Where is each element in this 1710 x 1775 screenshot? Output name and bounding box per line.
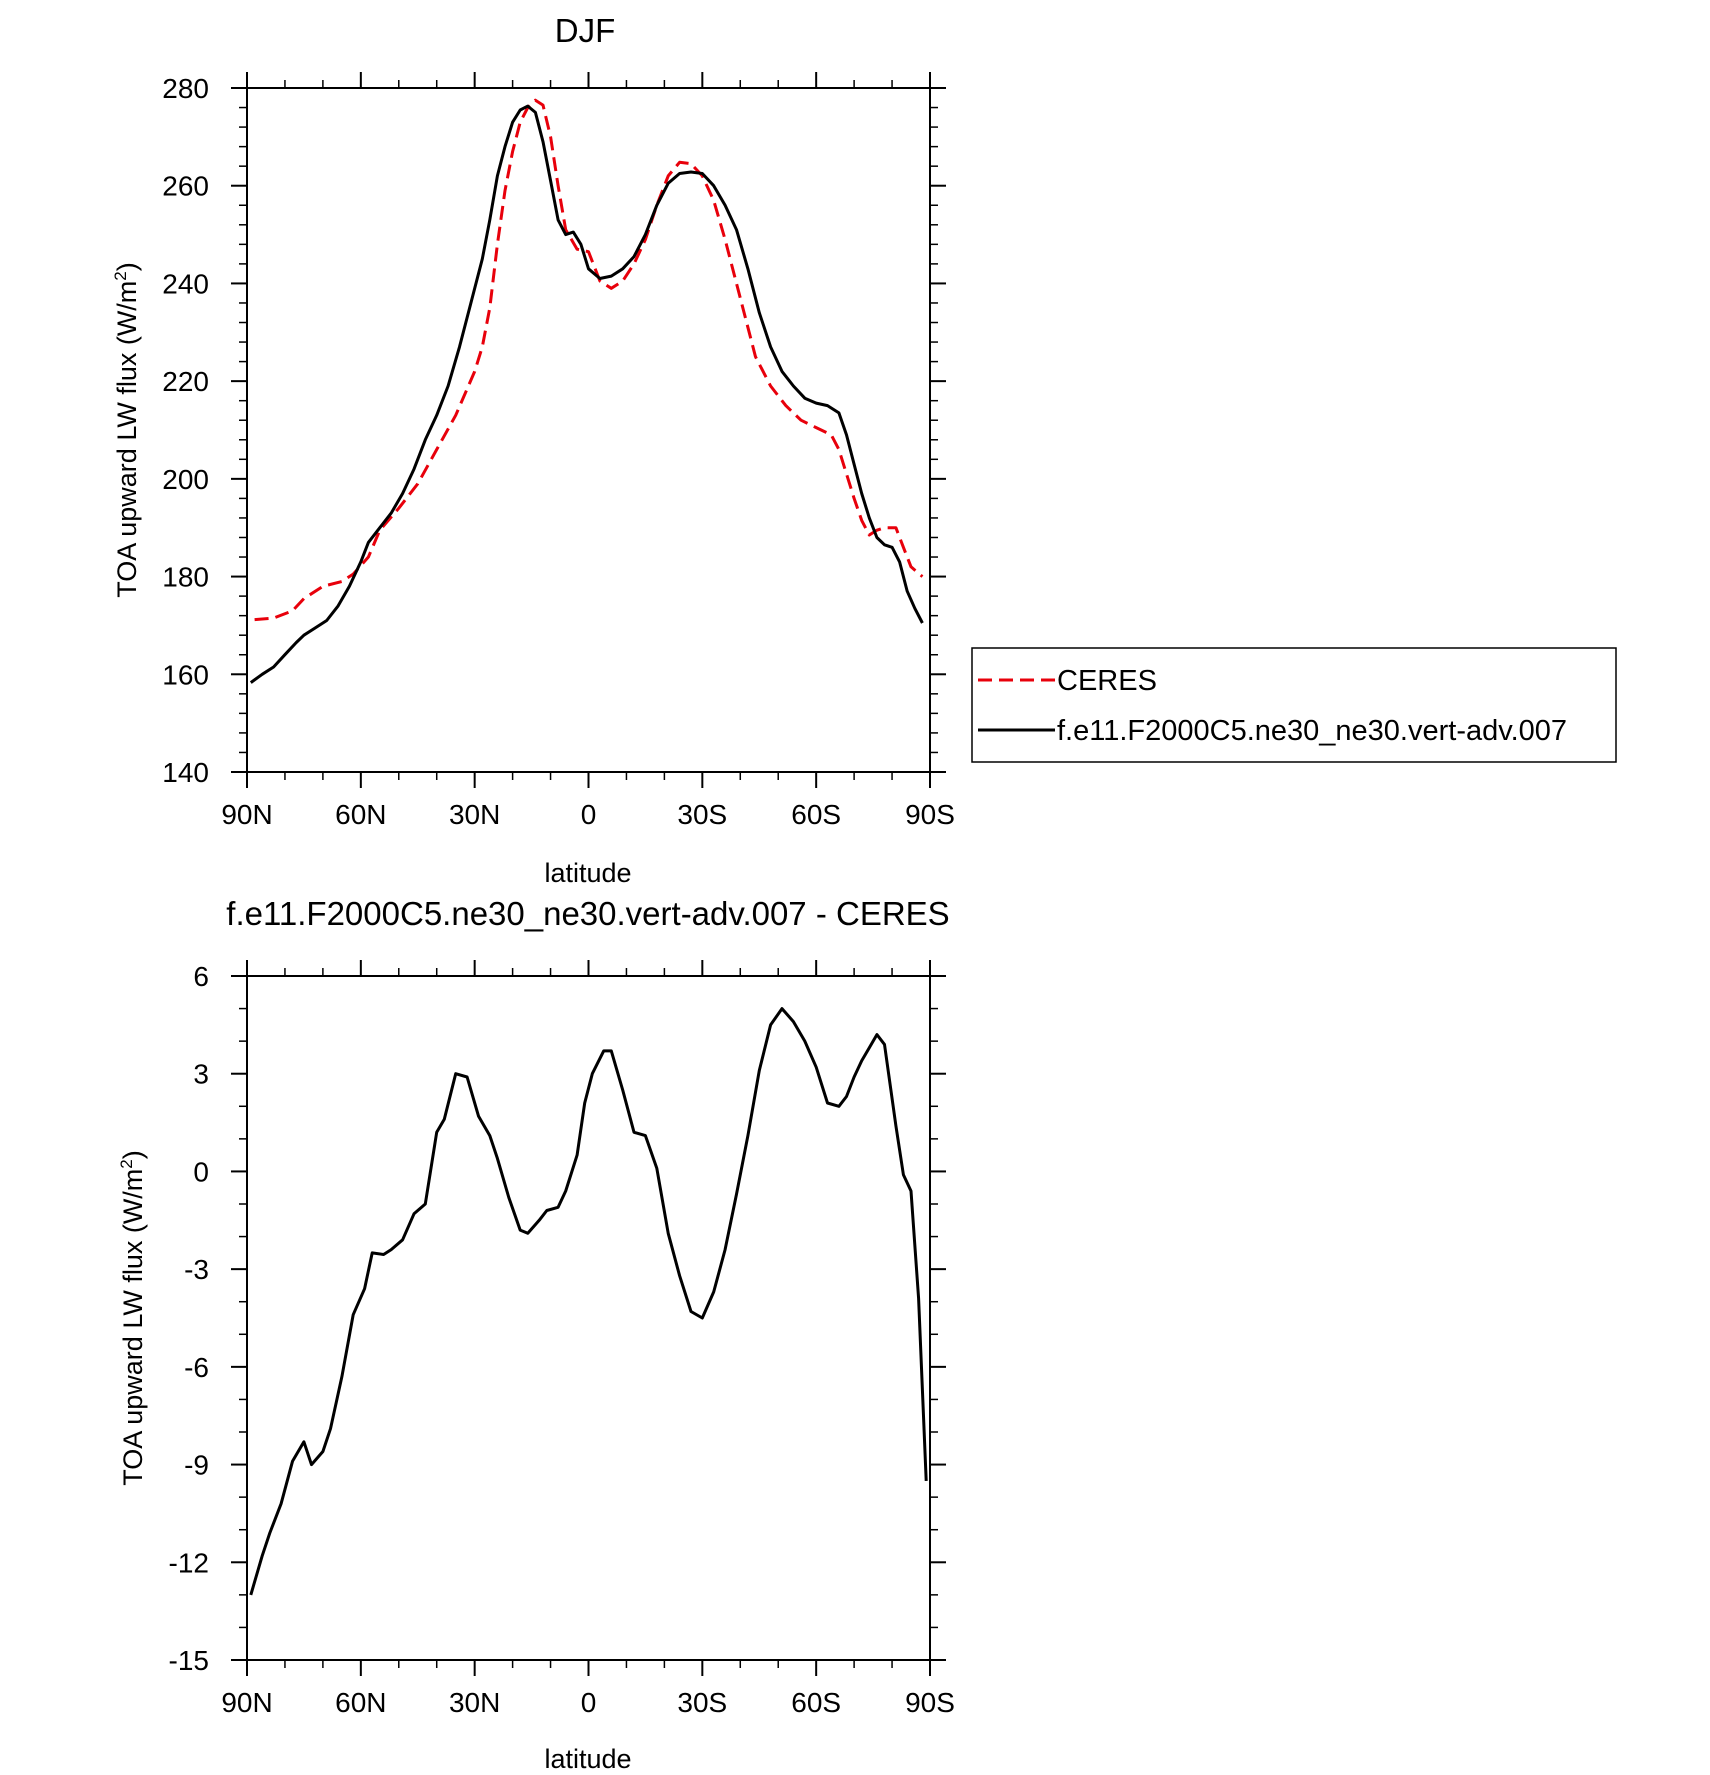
- chart-title: DJF: [555, 12, 616, 49]
- legend-box: [971, 647, 1617, 763]
- x-tick-label: 60S: [791, 799, 841, 830]
- y-tick-label: -6: [184, 1352, 209, 1383]
- tick-marks: [231, 960, 946, 1676]
- y-axis-label-superscript: 2: [111, 271, 130, 280]
- y-axis-label: TOA upward LW flux (W/m2): [111, 262, 142, 598]
- y-tick-label: 200: [162, 464, 209, 495]
- chart-bottom: f.e11.F2000C5.ne30_ne30.vert-adv.007 - C…: [117, 895, 955, 1774]
- series-line-f-e11-f2000c5-ne30-ne30-vert-adv-007: [249, 104, 924, 684]
- y-tick-label: 6: [193, 961, 209, 992]
- legend: CERES f.e11.F2000C5.ne30_ne30.vert-adv.0…: [971, 647, 1617, 763]
- y-tick-label: 3: [193, 1059, 209, 1090]
- x-tick-label: 30N: [449, 799, 500, 830]
- plot-frame: [246, 87, 931, 773]
- series-line-difference: [249, 1007, 928, 1596]
- x-tick-label: 90N: [221, 799, 272, 830]
- y-axis-label: TOA upward LW flux (W/m2): [117, 1150, 148, 1486]
- y-tick-label: 180: [162, 562, 209, 593]
- y-tick-label: 0: [193, 1156, 209, 1187]
- y-tick-label: -9: [184, 1450, 209, 1481]
- x-axis-label: latitude: [544, 1744, 631, 1774]
- tick-marks: [231, 72, 946, 788]
- y-tick-label: 220: [162, 366, 209, 397]
- y-axis-label-main: TOA upward LW flux (W/m: [118, 1169, 148, 1486]
- chart-title: f.e11.F2000C5.ne30_ne30.vert-adv.007 - C…: [226, 895, 949, 932]
- y-tick-labels: -15 -12 -9 -6 -3 0 3 6: [169, 961, 209, 1676]
- x-tick-label: 30S: [677, 799, 727, 830]
- x-tick-label: 30S: [677, 1687, 727, 1718]
- x-tick-label: 90N: [221, 1687, 272, 1718]
- y-tick-label: -3: [184, 1254, 209, 1285]
- series-lines: [249, 1007, 928, 1596]
- x-tick-labels: 90N 60N 30N 0 30S 60S 90S: [221, 799, 955, 830]
- y-tick-label: 140: [162, 757, 209, 788]
- y-tick-label: -12: [169, 1547, 209, 1578]
- y-tick-label: 240: [162, 268, 209, 299]
- x-tick-label: 60N: [335, 799, 386, 830]
- x-tick-label: 60S: [791, 1687, 841, 1718]
- chart-top: DJF 90N 60N 30N 0 30S 60S 90S 140 160 180 200 220 2…: [111, 12, 1617, 888]
- y-tick-label: 160: [162, 659, 209, 690]
- y-axis-label-main: TOA upward LW flux (W/m: [112, 281, 142, 598]
- y-tick-labels: 140 160 180 200 220 240 260 280: [162, 73, 209, 788]
- plot-frame: [246, 975, 931, 1661]
- y-axis-label-superscript: 2: [117, 1159, 136, 1168]
- x-tick-label: 0: [581, 799, 597, 830]
- x-tick-label: 90S: [905, 1687, 955, 1718]
- series-line-ceres: [254, 98, 924, 622]
- x-axis-label: latitude: [544, 858, 631, 888]
- y-axis-label-close: ): [112, 262, 142, 271]
- legend-label-model: f.e11.F2000C5.ne30_ne30.vert-adv.007: [1057, 715, 1567, 747]
- x-tick-label: 0: [581, 1687, 597, 1718]
- x-tick-label: 60N: [335, 1687, 386, 1718]
- y-axis-label-close: ): [118, 1150, 148, 1159]
- y-tick-label: 280: [162, 73, 209, 104]
- x-tick-labels: 90N 60N 30N 0 30S 60S 90S: [221, 1687, 955, 1718]
- y-tick-label: 260: [162, 171, 209, 202]
- legend-label-ceres: CERES: [1057, 665, 1157, 697]
- series-lines: [249, 98, 924, 684]
- x-tick-label: 30N: [449, 1687, 500, 1718]
- y-tick-label: -15: [169, 1645, 209, 1676]
- x-tick-label: 90S: [905, 799, 955, 830]
